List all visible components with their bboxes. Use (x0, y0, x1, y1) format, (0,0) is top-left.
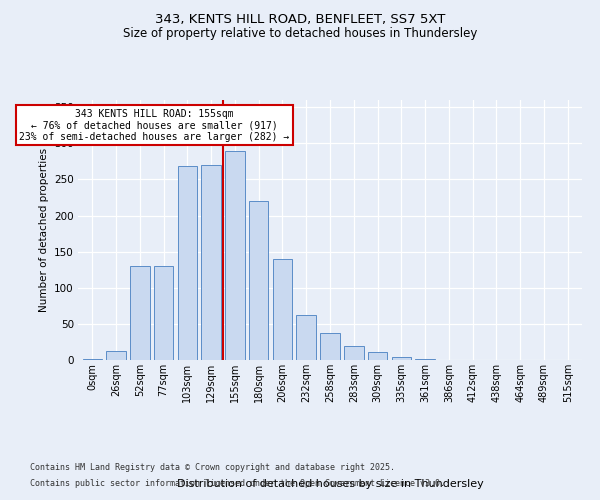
X-axis label: Distribution of detached houses by size in Thundersley: Distribution of detached houses by size … (176, 478, 484, 488)
Y-axis label: Number of detached properties: Number of detached properties (38, 148, 49, 312)
Bar (130, 266, 149, 360)
Bar (249, 201, 268, 360)
Bar (296, 314, 316, 360)
Text: Contains public sector information licensed under the Open Government Licence v3: Contains public sector information licen… (30, 478, 445, 488)
Bar (202, 165, 221, 360)
Bar (178, 166, 197, 360)
Bar (154, 266, 173, 360)
Bar (368, 352, 387, 360)
Bar (225, 150, 245, 360)
Bar (83, 358, 102, 360)
Bar (273, 259, 292, 360)
Bar (392, 357, 411, 360)
Bar (106, 350, 126, 360)
Text: 343, KENTS HILL ROAD, BENFLEET, SS7 5XT: 343, KENTS HILL ROAD, BENFLEET, SS7 5XT (155, 12, 445, 26)
Text: 343 KENTS HILL ROAD: 155sqm
← 76% of detached houses are smaller (917)
23% of se: 343 KENTS HILL ROAD: 155sqm ← 76% of det… (19, 108, 289, 142)
Bar (320, 332, 340, 360)
Text: Contains HM Land Registry data © Crown copyright and database right 2025.: Contains HM Land Registry data © Crown c… (30, 464, 395, 472)
Text: Size of property relative to detached houses in Thundersley: Size of property relative to detached ho… (123, 28, 477, 40)
Bar (344, 346, 364, 360)
